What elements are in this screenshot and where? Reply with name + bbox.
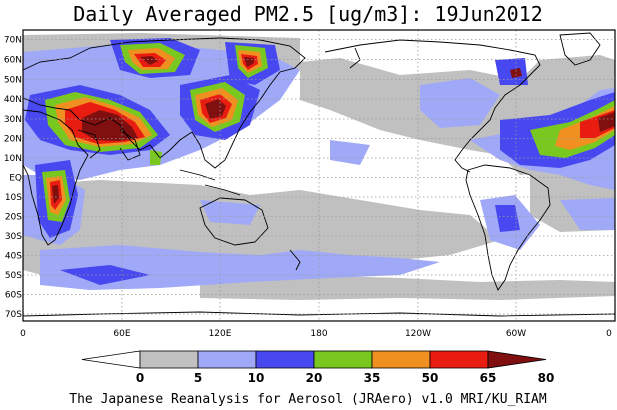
lat-label: 50S [5, 271, 22, 281]
pm25-level-80-plus [52, 56, 615, 204]
lat-label: 50N [4, 76, 22, 86]
lat-label: 10N [4, 154, 22, 164]
lon-label: 120W [405, 329, 431, 339]
lon-label: 120E [209, 329, 232, 339]
lon-label: 0 [606, 329, 612, 339]
colorbar-cell [487, 350, 547, 369]
lat-label: 10S [5, 193, 22, 203]
lat-label: 30S [5, 232, 22, 242]
lat-label: 40S [5, 252, 22, 262]
lat-label: EQ [9, 174, 22, 184]
colorbar-label: 0 [136, 371, 144, 385]
graticule [23, 30, 615, 321]
colorbar-cell [429, 350, 489, 369]
lat-label: 20N [4, 135, 22, 145]
lon-label: 60W [506, 329, 526, 339]
colorbar-label: 5 [194, 371, 202, 385]
colorbar-cell [371, 350, 431, 369]
colorbar-label: 50 [422, 371, 439, 385]
lon-label: 0 [20, 329, 26, 339]
lat-label: 40N [4, 95, 22, 105]
map-frame [22, 29, 616, 322]
colorbar-cell [139, 350, 199, 369]
colorbar-cell [197, 350, 257, 369]
figure-title: Daily Averaged PM2.5 [ug/m3]: 19Jun2012 [73, 2, 543, 26]
colorbar-label: 80 [538, 371, 555, 385]
lat-label: 60S [5, 291, 22, 301]
colorbar-label: 65 [480, 371, 497, 385]
credit-line: The Japanese Reanalysis for Aerosol (JRA… [69, 392, 547, 407]
lat-label: 60N [4, 56, 22, 66]
colorbar-label: 20 [306, 371, 323, 385]
colorbar-cell [313, 350, 373, 369]
lat-label: 70S [5, 310, 22, 320]
longitude-labels: 0 60E 120E 180 120W 60W 0 [20, 329, 612, 339]
colorbar-label: 35 [364, 371, 381, 385]
colorbar-cell [81, 350, 141, 369]
lat-label: 70N [4, 36, 22, 46]
colorbar-label: 10 [248, 371, 265, 385]
lon-label: 60E [113, 329, 130, 339]
colorbar-cell [255, 350, 315, 369]
lat-label: 30N [4, 115, 22, 125]
lat-label: 20S [5, 213, 22, 223]
lon-label: 180 [310, 329, 327, 339]
pm25-map [23, 30, 615, 321]
colorbar: 0 5 10 20 35 50 65 80 [81, 350, 555, 385]
latitude-labels: 70N 60N 50N 40N 30N 20N 10N EQ 10S 20S 3… [4, 36, 22, 321]
